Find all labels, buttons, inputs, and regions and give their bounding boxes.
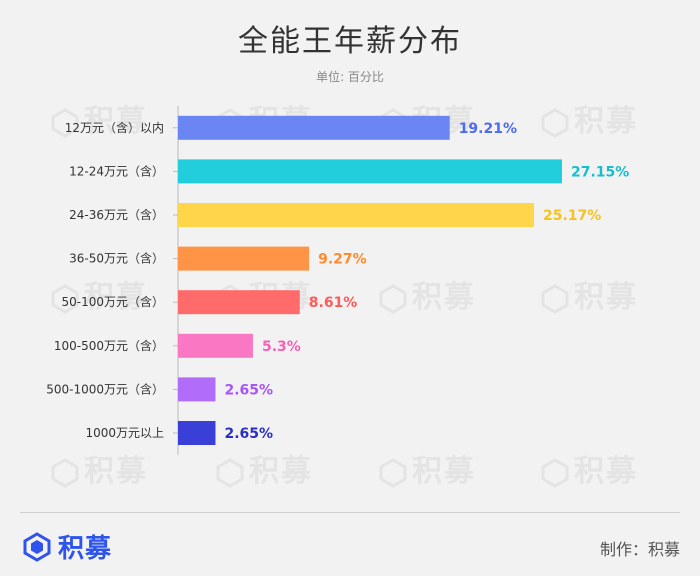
bar: [178, 421, 216, 445]
category-label: 12-24万元（含）: [69, 163, 164, 178]
data-label: 5.3%: [262, 339, 301, 355]
footer-divider: [20, 512, 680, 513]
category-label: 50-100万元（含）: [61, 294, 164, 309]
brand-logo: 积募: [22, 528, 112, 565]
chart-title: 全能王年薪分布: [238, 24, 462, 59]
bar: [178, 246, 310, 271]
data-label: 9.27%: [318, 252, 367, 268]
category-label: 100-500万元（含）: [54, 338, 164, 353]
data-label: 8.61%: [309, 295, 358, 311]
bar: [178, 377, 216, 402]
data-label: 2.65%: [224, 382, 273, 398]
category-label: 500-1000万元（含）: [46, 381, 164, 396]
bar: [178, 115, 450, 140]
bar: [178, 290, 300, 315]
bar-chart: 12万元（含）以内 19.21% 12-24万元（含） 27.15% 24-36万元（含…: [46, 106, 629, 455]
bar: [178, 159, 562, 184]
data-label: 19.21%: [459, 121, 517, 137]
data-label: 27.15%: [571, 164, 629, 180]
brand-name: 积募: [58, 534, 113, 564]
data-label: 25.17%: [543, 208, 601, 224]
bar: [178, 333, 253, 358]
brand-icon: [23, 531, 51, 562]
data-label: 2.65%: [224, 426, 273, 442]
category-label: 24-36万元（含）: [69, 207, 164, 222]
bar: [178, 203, 534, 227]
credit-label: 制作：积募: [599, 540, 680, 559]
chart-subtitle: 单位: 百分比: [316, 70, 384, 84]
category-label: 36-50万元（含）: [69, 251, 164, 266]
category-label: 1000万元以上: [85, 426, 164, 440]
category-label: 12万元（含）以内: [65, 120, 164, 135]
